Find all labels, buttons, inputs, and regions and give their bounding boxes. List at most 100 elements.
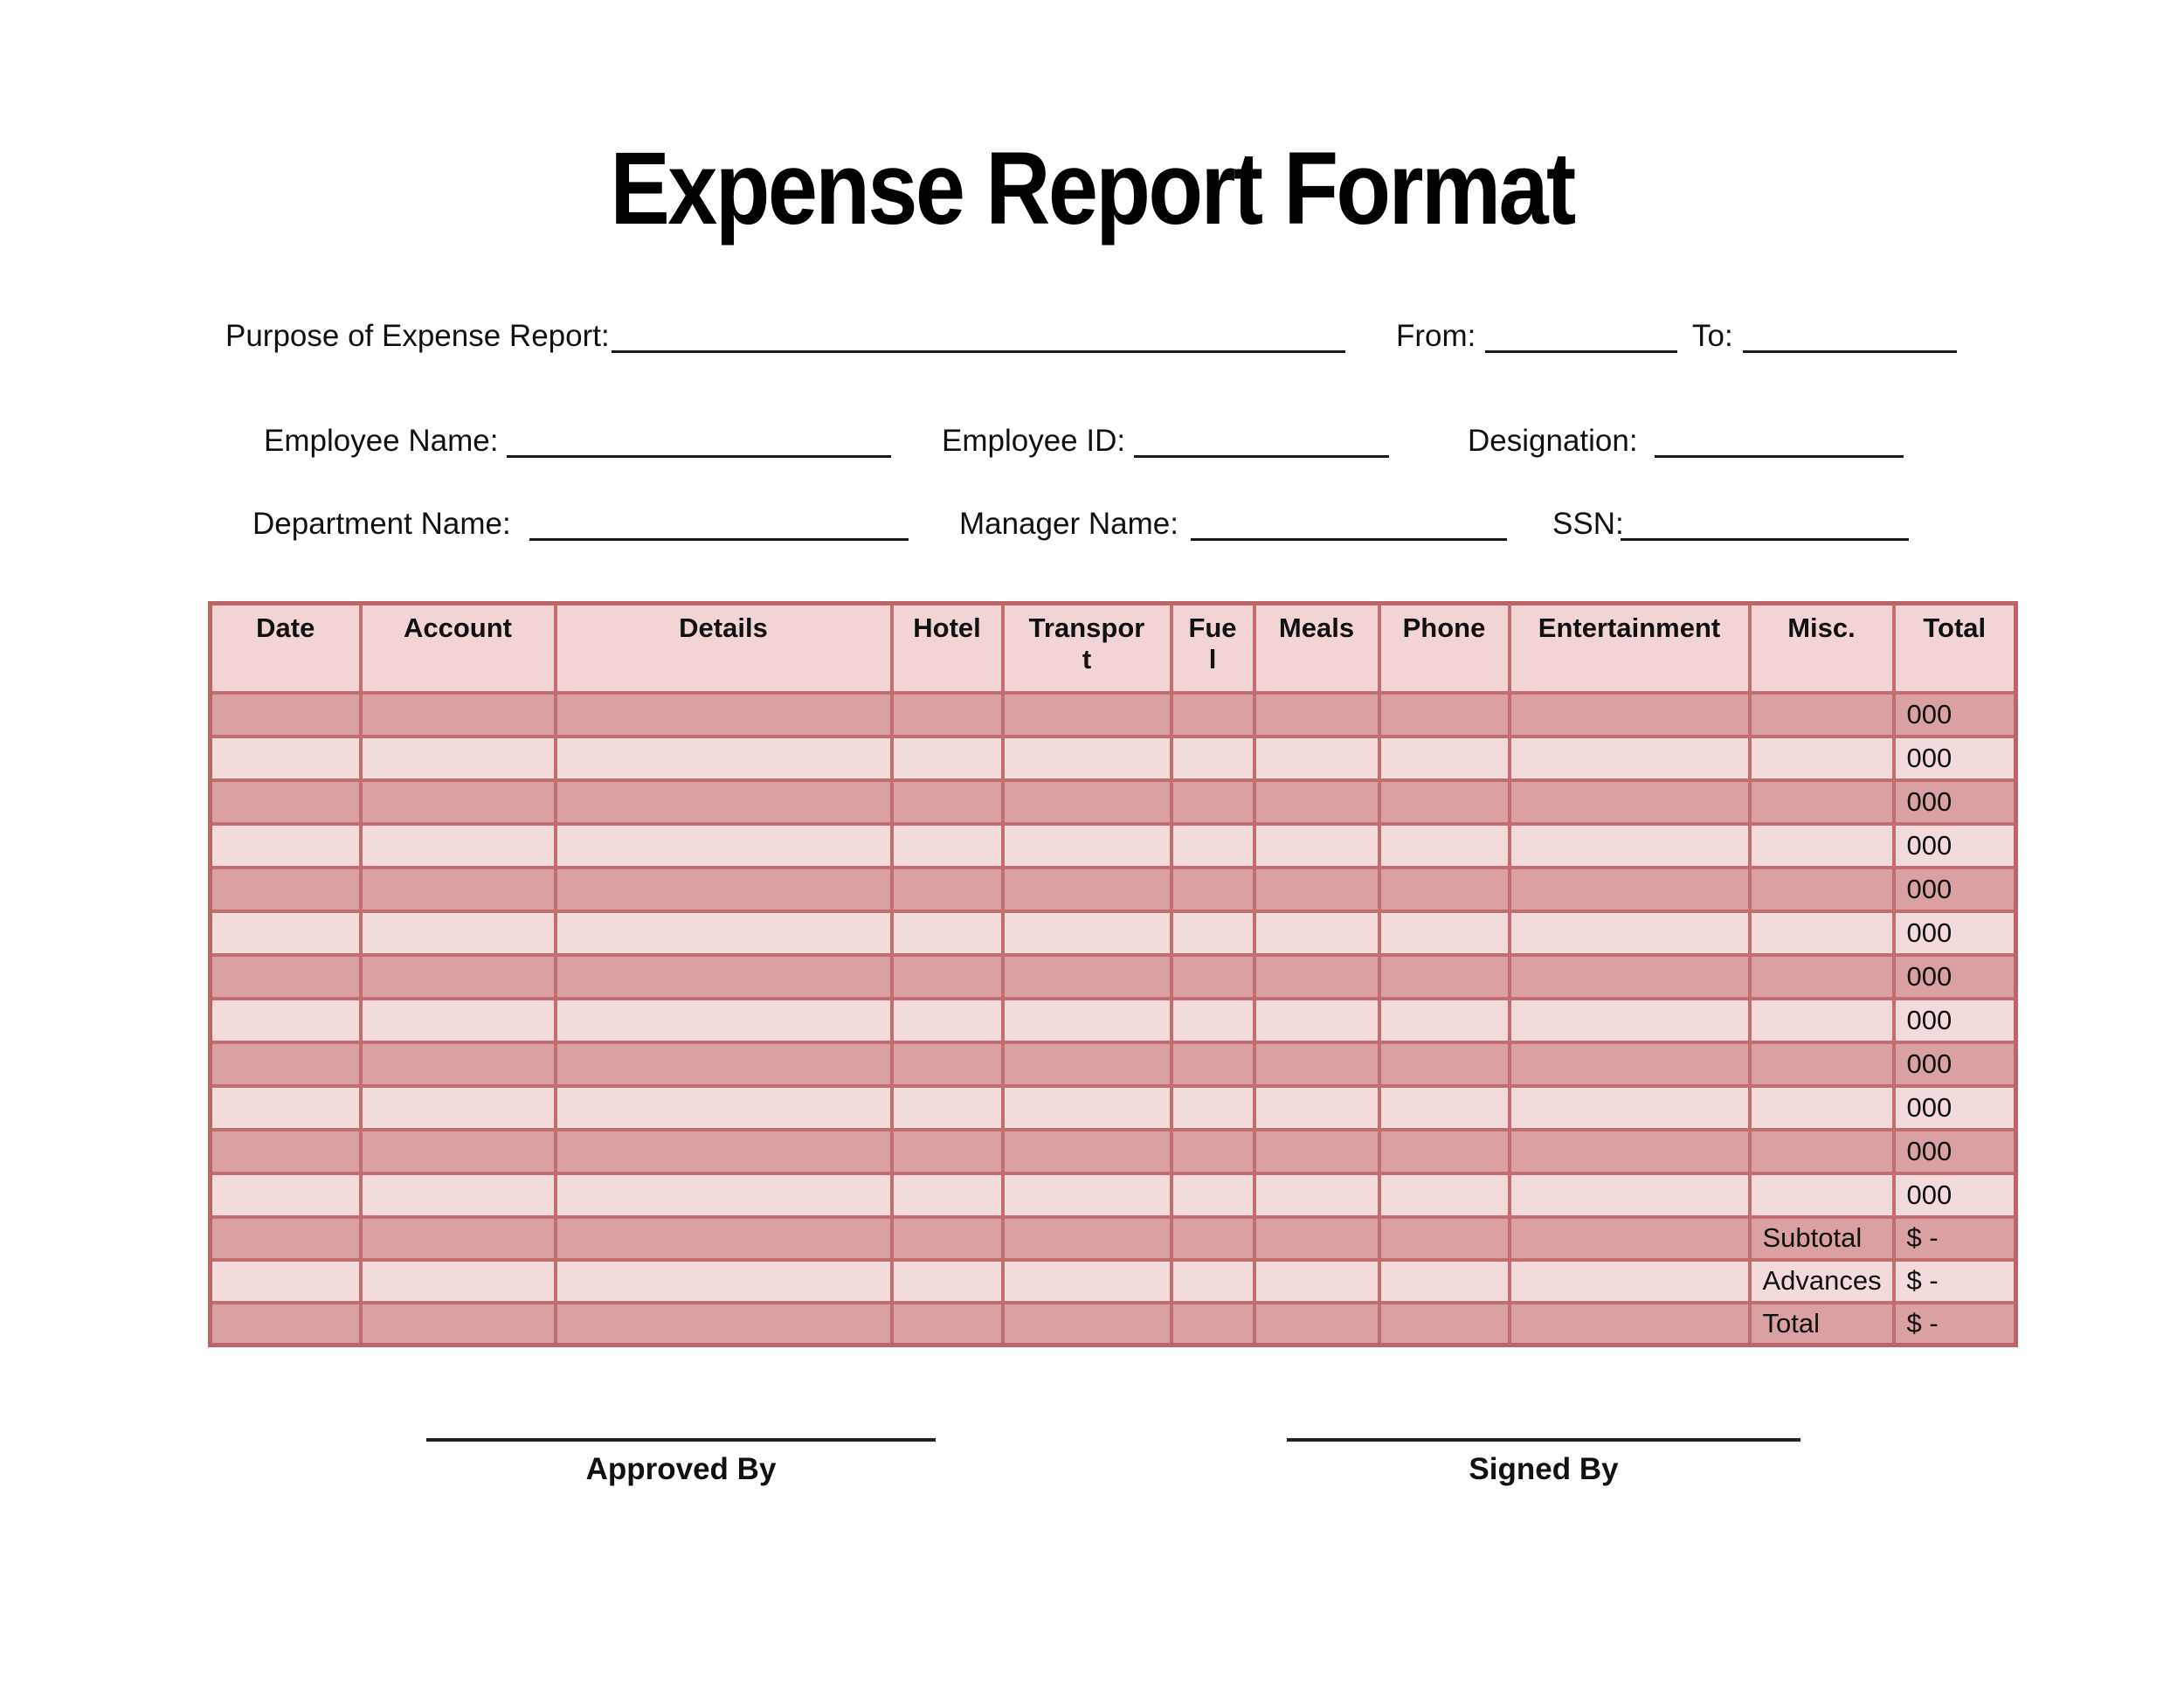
table-cell [1377, 865, 1511, 913]
summary-value-cell: $ - [1891, 1257, 2018, 1304]
table-row: 000 [208, 821, 2018, 869]
table-row: 000 [208, 996, 2018, 1044]
table-cell [208, 1040, 363, 1088]
table-cell [889, 690, 1005, 738]
table-cell [1377, 734, 1511, 782]
total-cell: 000 [1891, 1127, 2018, 1175]
table-cell [208, 1127, 363, 1175]
signed-by-label: Signed By [1469, 1452, 1619, 1486]
table-cell [553, 1083, 894, 1131]
table-header-cell: Misc. [1747, 601, 1896, 695]
employee-name-label: Employee Name: [264, 424, 499, 458]
table-cell [1747, 865, 1896, 913]
total-cell: 000 [1891, 1083, 2018, 1131]
table-cell [1252, 865, 1381, 913]
table-cell [553, 1257, 894, 1304]
from-line [1485, 350, 1677, 353]
table-cell [1377, 1257, 1511, 1304]
table-cell [1000, 778, 1173, 826]
table-cell [889, 1127, 1005, 1175]
table-cell [358, 734, 557, 782]
table-cell [208, 821, 363, 869]
table-cell [208, 734, 363, 782]
approved-by-line [426, 1438, 936, 1442]
table-cell [1252, 778, 1381, 826]
table-cell [1169, 1083, 1256, 1131]
table-cell [208, 909, 363, 957]
table-cell [358, 1300, 557, 1347]
table-header-cell: Entertainment [1507, 601, 1752, 695]
manager-label: Manager Name: [959, 507, 1178, 541]
table-cell [1169, 1257, 1256, 1304]
table-cell [1747, 1083, 1896, 1131]
purpose-label: Purpose of Expense Report: [225, 319, 610, 353]
to-line [1743, 350, 1957, 353]
table-cell [1000, 909, 1173, 957]
table-cell [1252, 1127, 1381, 1175]
table-header-cell: Phone [1377, 601, 1511, 695]
table-cell [1507, 996, 1752, 1044]
table-cell [1169, 996, 1256, 1044]
table-header-cell: Meals [1252, 601, 1381, 695]
expense-table: Date Account Details Hotel Transpor t Fue l Me… [208, 601, 2018, 1347]
table-cell [208, 996, 363, 1044]
table-cell [1252, 1214, 1381, 1262]
table-cell [553, 1214, 894, 1262]
table-cell [208, 1171, 363, 1219]
table-cell [553, 909, 894, 957]
table-row: 000 [208, 1083, 2018, 1131]
table-cell [553, 1127, 894, 1175]
table-cell [1252, 690, 1381, 738]
table-cell [553, 1300, 894, 1347]
table-cell [1747, 734, 1896, 782]
page-title: Expense Report Format [610, 131, 1576, 246]
table-cell [1169, 821, 1256, 869]
table-cell [1169, 1171, 1256, 1219]
table-row: 000 [208, 1171, 2018, 1219]
table-cell [1000, 1300, 1173, 1347]
total-cell: 000 [1891, 778, 2018, 826]
summary-row: Advances $ - [208, 1257, 2018, 1304]
table-cell [1000, 734, 1173, 782]
table-cell [1507, 1171, 1752, 1219]
table-cell [358, 909, 557, 957]
table-header-cell: Fue l [1169, 601, 1256, 695]
table-cell [1747, 996, 1896, 1044]
ssn-label: SSN: [1552, 507, 1624, 541]
table-cell [1377, 690, 1511, 738]
table-cell [1000, 1083, 1173, 1131]
table-cell [1747, 1171, 1896, 1219]
table-cell [1507, 1127, 1752, 1175]
total-cell: 000 [1891, 734, 2018, 782]
table-cell [1252, 1171, 1381, 1219]
summary-label-cell: Total [1747, 1300, 1896, 1347]
table-cell [1507, 690, 1752, 738]
table-cell [1169, 1040, 1256, 1088]
table-cell [1169, 1127, 1256, 1175]
table-cell [553, 996, 894, 1044]
table-cell [553, 734, 894, 782]
table-cell [358, 1127, 557, 1175]
table-cell [1377, 821, 1511, 869]
table-cell [889, 952, 1005, 1000]
table-cell [553, 952, 894, 1000]
table-cell [1747, 1040, 1896, 1088]
total-cell: 000 [1891, 909, 2018, 957]
table-cell [1507, 1214, 1752, 1262]
table-cell [1377, 1127, 1511, 1175]
table-cell [1377, 1040, 1511, 1088]
table-cell [1252, 952, 1381, 1000]
table-cell [1169, 1300, 1256, 1347]
table-cell [1747, 909, 1896, 957]
manager-line [1191, 538, 1507, 541]
table-cell [1377, 778, 1511, 826]
table-cell [208, 778, 363, 826]
table-cell [1000, 1127, 1173, 1175]
total-cell: 000 [1891, 952, 2018, 1000]
table-cell [358, 1083, 557, 1131]
table-cell [1000, 1171, 1173, 1219]
summary-row: Subtotal $ - [208, 1214, 2018, 1262]
table-cell [208, 1300, 363, 1347]
table-cell [1169, 909, 1256, 957]
to-label: To: [1692, 319, 1733, 353]
